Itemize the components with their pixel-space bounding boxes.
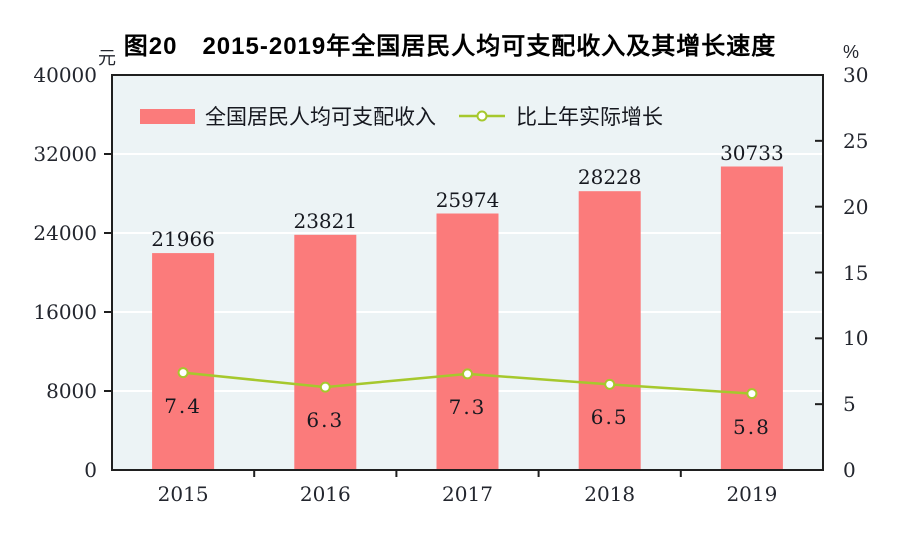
line-legend-symbol (459, 110, 505, 122)
growth-point-2019 (746, 388, 758, 400)
growth-point-2015 (177, 367, 189, 379)
bar-legend-swatch (140, 108, 195, 124)
line-legend-label: 比上年实际增长 (516, 106, 663, 129)
bar-2017 (436, 213, 499, 470)
growth-point-2017 (462, 368, 473, 380)
legend: 全国居民人均可支配收入 比上年实际增长 (140, 101, 663, 131)
bar-legend-label: 全国居民人均可支配收入 (205, 106, 436, 129)
chart-title: 图20 2015-2019年全国居民人均可支配收入及其增长速度 (123, 33, 777, 60)
left-axis-unit: 元 (98, 48, 116, 68)
bar-2015 (152, 253, 215, 470)
bar-2018 (578, 191, 641, 470)
growth-point-2018 (604, 378, 616, 390)
right-axis-unit: % (843, 42, 860, 62)
bar-2016 (294, 234, 357, 470)
bar-2019 (720, 166, 783, 470)
growth-point-2016 (319, 381, 331, 393)
